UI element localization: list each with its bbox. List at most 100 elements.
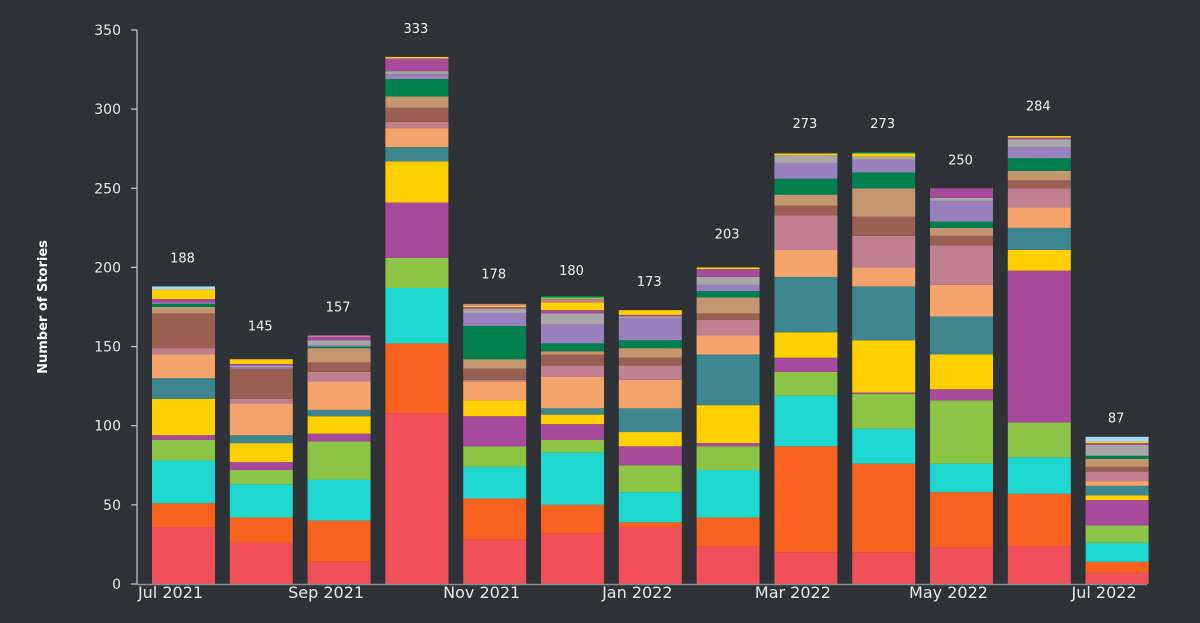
bar-segment (152, 503, 215, 528)
bar-segment (930, 284, 993, 317)
x-tick-label: Mar 2022 (755, 583, 831, 602)
bar-segment (930, 463, 993, 493)
bar-segment (1007, 457, 1071, 494)
bar-segment (307, 479, 371, 521)
bar-segment (618, 348, 682, 358)
bar-segment (152, 378, 215, 399)
bar-segment (541, 354, 604, 366)
bar-segment (852, 267, 916, 287)
bar-stack (1007, 136, 1071, 584)
bar-segment (1085, 443, 1149, 445)
bar-segment (618, 522, 682, 528)
bar-segment (618, 340, 682, 349)
bar-segment (152, 303, 215, 307)
bar-segment (930, 227, 993, 236)
bar-segment (463, 539, 527, 584)
bar-segment (541, 351, 604, 355)
x-tick-label: May 2022 (909, 583, 988, 602)
bar-segment (1007, 158, 1071, 171)
bar-segment (541, 295, 604, 298)
bar-segment (385, 343, 449, 414)
bar-segment (774, 155, 838, 163)
bar-segment (852, 392, 916, 395)
y-tick-label: 350 (94, 23, 121, 39)
bar-segment (852, 286, 916, 341)
bar-segment (852, 188, 916, 217)
bar-segment (541, 324, 604, 344)
bar-segment (1085, 471, 1149, 482)
bar-stack (541, 295, 604, 584)
bar-segment (618, 492, 682, 523)
bar-segment (852, 172, 916, 189)
bar-segment (930, 197, 993, 201)
bar-segment (463, 307, 527, 309)
bar-segment (930, 400, 993, 464)
bar-segment (852, 463, 916, 553)
bar-stack (307, 335, 371, 584)
bar-segment (307, 344, 371, 347)
bar-segment (152, 439, 215, 461)
bar-segment (463, 303, 527, 306)
bar-segment (774, 446, 838, 553)
bar-segment (307, 348, 371, 363)
total-label: 273 (870, 117, 895, 132)
bar-segment (930, 354, 993, 390)
bar-segment (541, 310, 604, 314)
bar-segment (1085, 561, 1149, 573)
bar-stack (152, 286, 215, 584)
total-label: 173 (637, 275, 662, 290)
bar-segment (463, 368, 527, 380)
bar-segment (307, 433, 371, 442)
bar-segment (1007, 139, 1071, 148)
bar-stack (463, 303, 527, 584)
bar-segment (307, 520, 371, 562)
bar-segment (385, 56, 449, 59)
y-tick-label: 200 (94, 260, 121, 276)
bar-segment (152, 286, 215, 290)
bar-segment (696, 446, 760, 471)
bar-segment (930, 492, 993, 548)
bar-segment (541, 297, 604, 300)
bar-segment (385, 71, 449, 75)
bar-segment (463, 379, 527, 382)
bar-segment (618, 357, 682, 366)
bars-layer (152, 56, 1149, 584)
bar-segment (618, 310, 682, 315)
bar-segment (696, 276, 760, 285)
x-tick-label: Jul 2021 (137, 583, 203, 602)
bar-segment (385, 79, 449, 97)
bar-segment (930, 547, 993, 584)
bar-segment (229, 403, 293, 436)
bar-segment (1007, 270, 1071, 423)
bar-segment (618, 465, 682, 493)
bar-segment (1085, 525, 1149, 543)
bar-segment (152, 435, 215, 440)
bar-segment (696, 291, 760, 298)
bar-segment (541, 408, 604, 415)
bar-segment (774, 276, 838, 333)
bar-segment (1007, 493, 1071, 547)
bar-segment (307, 416, 371, 434)
bar-segment (696, 284, 760, 292)
x-tick-label: Nov 2021 (443, 583, 520, 602)
bar-segment (229, 365, 293, 368)
bar-segment (930, 245, 993, 285)
bar-segment (774, 205, 838, 216)
bar-stack (1085, 436, 1149, 584)
bar-segment (152, 313, 215, 349)
bar-segment (696, 405, 760, 444)
bar-segment (152, 302, 215, 304)
bar-segment (152, 299, 215, 303)
bar-segment (307, 561, 371, 584)
bar-segment (852, 151, 916, 154)
bar-segment (229, 363, 293, 366)
bar-segment (152, 307, 215, 314)
y-axis-title: Number of Stories (36, 240, 51, 374)
bar-segment (385, 121, 449, 129)
bar-segment (774, 357, 838, 372)
bar-segment (696, 335, 760, 355)
bar-segment (696, 470, 760, 518)
y-tick-label: 250 (94, 181, 121, 197)
bar-segment (696, 354, 760, 406)
y-tick-label: 150 (94, 340, 121, 356)
